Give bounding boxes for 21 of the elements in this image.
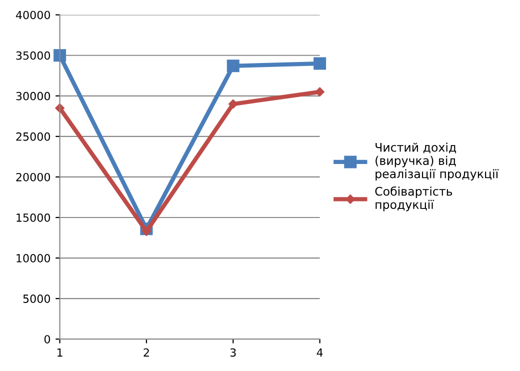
y-tick-label: 25000 [16, 132, 50, 141]
y-tick-label: 10000 [16, 254, 50, 262]
point [226, 60, 240, 72]
point [228, 99, 238, 109]
point [54, 49, 66, 62]
y-tick-label: 40000 [16, 10, 50, 20]
point [314, 57, 326, 70]
point [315, 87, 324, 96]
point [142, 226, 152, 236]
legend-label: Собівартість продукції [375, 186, 452, 212]
legend-label: Чистий дохід (виручка) від реалізації продукції [376, 142, 499, 181]
x-tick-label: 2 [144, 348, 149, 357]
y-tick-label: 0 [44, 335, 50, 344]
y-tick-label: 35000 [16, 51, 50, 60]
y-tick-label: 5000 [23, 294, 50, 303]
x-tick-label: 1 [57, 348, 62, 357]
x-tick-label: 3 [230, 348, 236, 357]
x-tick-label: 4 [316, 348, 323, 357]
y-tick-label: 15000 [16, 213, 50, 222]
y-tick-label: 20000 [16, 172, 50, 182]
y-tick-label: 30000 [16, 92, 50, 100]
